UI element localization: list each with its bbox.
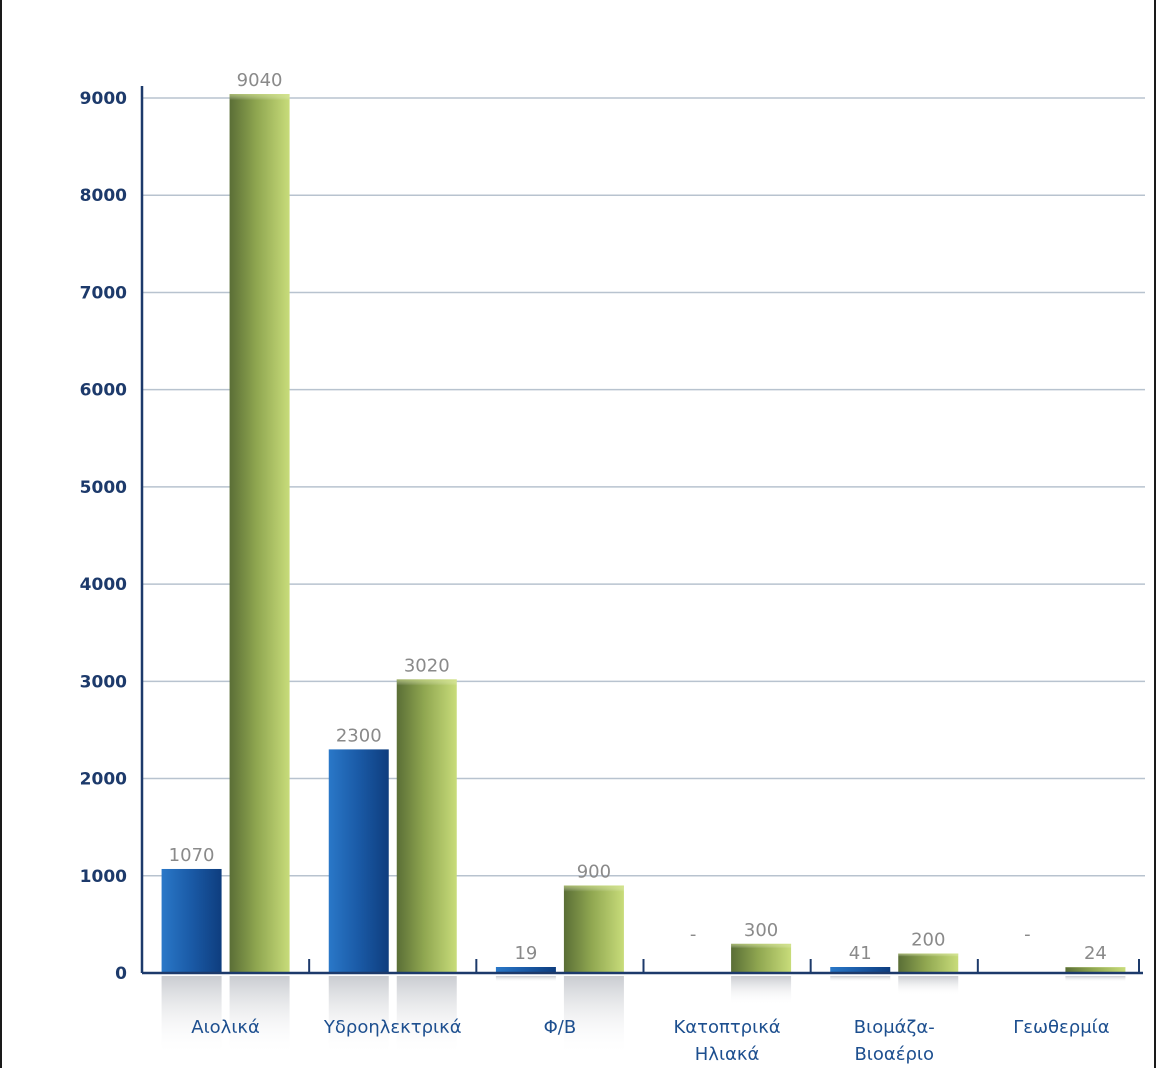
data-label: 3020 — [404, 655, 450, 676]
y-tick-label: 2000 — [80, 770, 127, 790]
data-label: 9040 — [237, 70, 283, 91]
bar — [161, 868, 222, 973]
data-label: 24 — [1084, 943, 1107, 964]
x-tick-label: Υδροηλεκτρικά — [323, 1017, 462, 1038]
data-label: - — [690, 924, 697, 945]
y-tick-label: 7000 — [80, 283, 127, 303]
data-label: 1070 — [169, 845, 215, 866]
axes — [140, 86, 1143, 975]
data-label: 900 — [577, 862, 611, 883]
bar — [328, 749, 389, 973]
bar-reflection — [396, 976, 457, 1056]
data-label: - — [1024, 924, 1031, 945]
y-tick-label: 1000 — [80, 867, 127, 887]
labels: 0 1000 2000 3000 4000 5000 6000 7000 8000 9000 107… — [80, 70, 1110, 1065]
bar-reflection — [731, 976, 792, 1006]
bar — [830, 967, 891, 973]
data-label: 41 — [849, 943, 872, 964]
bar-reflection — [1065, 976, 1126, 982]
data-label: 200 — [911, 930, 945, 951]
x-tick-label: Βιοαέριο — [854, 1044, 934, 1065]
x-tick-label: Γεωθερμία — [1013, 1017, 1109, 1038]
bar-reflection — [830, 976, 891, 982]
bar-highlight — [396, 679, 457, 720]
x-tick-label: Αιολικά — [191, 1017, 260, 1038]
bar-highlight — [229, 94, 290, 135]
bar-reflection — [328, 976, 389, 1056]
y-tick-label: 0 — [115, 964, 127, 984]
bar-reflection — [229, 976, 290, 1056]
bar-reflection — [898, 976, 959, 996]
x-tick-label: Κατοπτρικά — [673, 1017, 780, 1038]
data-label: 2300 — [336, 725, 382, 746]
gridlines — [142, 97, 1145, 877]
x-tick-label: Βιομάζα- — [854, 1017, 935, 1038]
data-label: 19 — [514, 943, 537, 964]
y-tick-label: 4000 — [80, 575, 127, 595]
y-tick-label: 9000 — [80, 89, 127, 109]
bar-highlight — [1065, 967, 1126, 973]
bar-reflections — [161, 976, 1126, 1056]
y-tick-label: 5000 — [80, 478, 127, 498]
bars — [161, 94, 1126, 974]
bar — [396, 679, 457, 973]
x-tick-label: Ηλιακά — [695, 1044, 760, 1065]
data-label: 300 — [744, 920, 778, 941]
y-tick-label: 6000 — [80, 381, 127, 401]
bar — [229, 94, 290, 974]
bar-highlight — [898, 953, 959, 973]
bar-reflection — [161, 976, 222, 1056]
bar — [495, 967, 556, 973]
y-tick-label: 3000 — [80, 672, 127, 692]
bar-reflection — [563, 976, 624, 1056]
bar-highlight — [563, 885, 624, 926]
bar-reflection — [495, 976, 556, 982]
y-tick-label: 8000 — [80, 186, 127, 206]
x-tick-label: Φ/Β — [544, 1017, 577, 1038]
bar-highlight — [731, 943, 792, 973]
